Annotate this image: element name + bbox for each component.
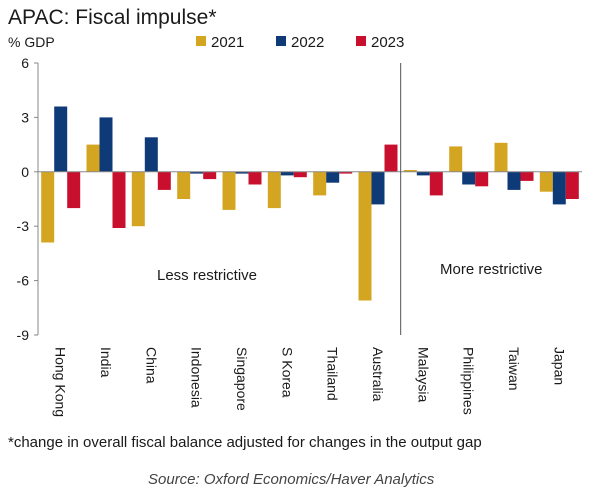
bar-australia-2021: [358, 171, 372, 301]
bar-thailand-2023: [339, 171, 353, 174]
bar-hong-kong-2022: [54, 106, 68, 172]
source-note: Source: Oxford Economics/Haver Analytics: [148, 471, 435, 488]
bar-thailand-2021: [313, 171, 327, 196]
legend-label-2022: 2022: [291, 34, 324, 51]
bar-singapore-2021: [222, 171, 236, 210]
legend-swatch-2021: [196, 36, 206, 46]
annotation-less-restrictive: Less restrictive: [157, 267, 257, 284]
x-axis: Hong Kong India China Indonesia Singapore S K…: [53, 347, 568, 417]
bar-singapore-2022: [235, 171, 249, 174]
bar-indonesia-2023: [203, 171, 217, 180]
x-category-label: Australia: [370, 347, 386, 402]
x-category-label: Indonesia: [189, 347, 205, 408]
x-category-label: Japan: [551, 347, 567, 385]
bar-philippines-2023: [475, 171, 489, 187]
y-tick-label: 6: [21, 55, 29, 71]
bar-malaysia-2023: [429, 171, 443, 196]
x-category-label: Hong Kong: [53, 347, 69, 417]
legend-label-2021: 2021: [211, 34, 244, 51]
bar-philippines-2022: [462, 171, 476, 185]
bar-hong-kong-2023: [67, 171, 81, 209]
y-unit-label: % GDP: [8, 34, 55, 50]
bar-malaysia-2021: [403, 170, 417, 172]
y-tick-label: -3: [17, 218, 30, 234]
bar-china-2023: [157, 171, 171, 190]
bar-australia-2022: [371, 171, 385, 205]
x-category-label: Thailand: [325, 347, 341, 401]
bar-s-korea-2023: [293, 171, 307, 178]
x-category-label: Taiwan: [506, 347, 522, 391]
bar-taiwan-2022: [507, 171, 521, 190]
bar-hong-kong-2021: [41, 171, 55, 243]
bar-philippines-2021: [449, 146, 463, 172]
bar-japan-2021: [539, 171, 553, 192]
bar-thailand-2022: [326, 171, 340, 183]
bar-india-2023: [112, 171, 126, 228]
x-category-label: China: [143, 347, 159, 384]
legend: 2021 2022 2023: [196, 34, 404, 51]
bar-india-2021: [86, 144, 100, 172]
x-category-label: S Korea: [279, 347, 295, 398]
annotation-more-restrictive: More restrictive: [440, 261, 543, 278]
legend-swatch-2022: [276, 36, 286, 46]
bar-japan-2022: [552, 171, 566, 205]
y-tick-label: -6: [17, 273, 30, 289]
bar-china-2022: [144, 137, 158, 172]
chart-title: APAC: Fiscal impulse*: [8, 6, 217, 29]
bar-indonesia-2021: [177, 171, 191, 199]
y-axis: 6 3 0 -3 -6 -9: [17, 55, 39, 343]
y-tick-label: -9: [17, 327, 30, 343]
bar-s-korea-2022: [280, 171, 294, 176]
bar-indonesia-2022: [190, 171, 204, 174]
bar-malaysia-2022: [416, 171, 430, 176]
legend-label-2023: 2023: [371, 34, 404, 51]
x-category-label: Philippines: [461, 347, 477, 415]
bar-taiwan-2021: [494, 142, 508, 172]
bar-india-2022: [99, 117, 113, 172]
bar-china-2021: [131, 171, 145, 227]
y-tick-label: 3: [21, 109, 29, 125]
bar-taiwan-2023: [520, 171, 534, 181]
legend-swatch-2023: [356, 36, 366, 46]
x-category-label: Malaysia: [415, 347, 431, 402]
bar-japan-2023: [565, 171, 579, 199]
y-tick-label: 0: [21, 164, 29, 180]
bar-singapore-2023: [248, 171, 262, 185]
bar-australia-2023: [384, 144, 398, 172]
x-category-label: India: [98, 347, 114, 378]
footnote: *change in overall fiscal balance adjust…: [8, 434, 482, 451]
bar-s-korea-2021: [267, 171, 281, 209]
x-category-label: Singapore: [234, 347, 250, 411]
plot-area: [38, 63, 582, 335]
